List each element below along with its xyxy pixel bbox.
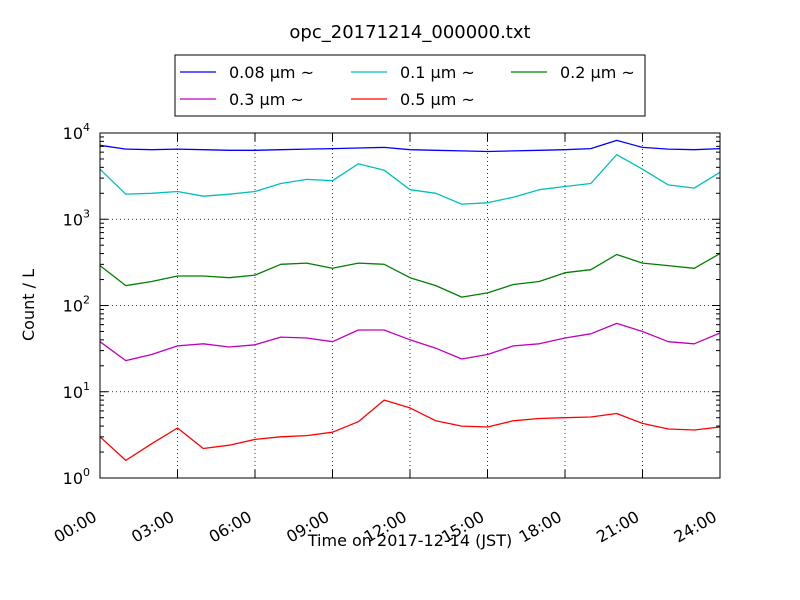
y-axis-label: Count / L bbox=[19, 269, 38, 341]
x-axis-label: Time on 2017-12-14 (JST) bbox=[307, 531, 512, 550]
y-tick-exponent: 2 bbox=[83, 294, 90, 307]
series-lines bbox=[99, 139, 721, 462]
series-line-0 bbox=[99, 139, 721, 153]
legend-box bbox=[174, 54, 646, 117]
x-tick-label: 24:00 bbox=[671, 507, 720, 547]
series-line-1 bbox=[99, 154, 721, 205]
x-tick-label: 03:00 bbox=[128, 507, 177, 547]
series-line-3 bbox=[99, 322, 721, 362]
grid-lines bbox=[100, 133, 720, 478]
y-tick-label: 101 bbox=[63, 380, 90, 402]
y-tick-label: 103 bbox=[63, 207, 90, 229]
series-line-4 bbox=[99, 399, 721, 462]
chart-title: opc_20171214_000000.txt bbox=[289, 22, 530, 43]
y-tick-exponent: 3 bbox=[83, 207, 90, 220]
y-tick-exponent: 4 bbox=[83, 121, 90, 134]
x-tick-label: 06:00 bbox=[206, 507, 255, 547]
legend-label: 0.3 µm ~ bbox=[229, 90, 304, 109]
series-line-2 bbox=[99, 253, 721, 298]
legend-label: 0.2 µm ~ bbox=[560, 63, 635, 82]
legend-label: 0.1 µm ~ bbox=[400, 63, 475, 82]
axis-ticks bbox=[99, 132, 721, 479]
y-tick-exponent: 1 bbox=[83, 380, 90, 393]
x-tick-label: 18:00 bbox=[516, 507, 565, 547]
x-tick-label: 21:00 bbox=[593, 507, 642, 547]
legend-label: 0.5 µm ~ bbox=[400, 90, 475, 109]
y-tick-label: 100 bbox=[63, 466, 90, 488]
legend: 0.08 µm ~ 0.1 µm ~ 0.2 µm ~ 0.3 µm ~ 0.5 µm … bbox=[174, 54, 646, 117]
y-tick-label: 104 bbox=[63, 121, 90, 143]
legend-label: 0.08 µm ~ bbox=[229, 63, 314, 82]
x-tick-label: 00:00 bbox=[51, 507, 100, 547]
y-tick-exponent: 0 bbox=[83, 466, 90, 479]
y-tick-label: 102 bbox=[63, 294, 90, 316]
